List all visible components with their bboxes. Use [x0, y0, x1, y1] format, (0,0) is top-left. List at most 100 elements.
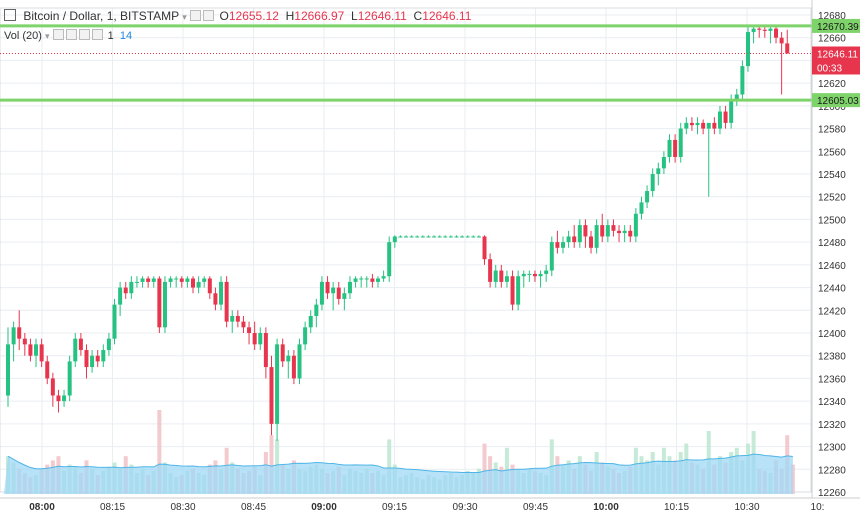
- candle-body: [516, 276, 521, 305]
- price-tick-label: 12260: [818, 488, 846, 499]
- time-tick-label: 09:00: [311, 502, 337, 513]
- upper-level-tag-bg: [812, 18, 860, 33]
- price-tags: 12670.39 12605.03 12646.11 00:33: [812, 18, 860, 108]
- candle-body: [628, 230, 633, 237]
- price-tick-label: 12280: [818, 465, 846, 476]
- candle-body: [639, 202, 644, 214]
- candle-body: [538, 273, 543, 277]
- candle-body: [398, 236, 403, 238]
- candle-body: [359, 278, 364, 280]
- low-value: 12646.11: [357, 9, 407, 23]
- close-value: 12646.11: [422, 9, 472, 23]
- candle-body: [34, 344, 39, 356]
- candle-body: [471, 236, 476, 238]
- countdown-tag-bg: [812, 60, 860, 75]
- settings-icon[interactable]: [203, 10, 215, 21]
- candle-body: [140, 278, 145, 282]
- symbol-label[interactable]: Bitcoin / Dollar, 1, BITSTAMP: [23, 9, 179, 23]
- candle-body: [404, 236, 409, 238]
- candle-body: [779, 37, 784, 44]
- candle-body: [364, 278, 369, 280]
- eye-icon[interactable]: [190, 10, 202, 21]
- price-tick-label: 12440: [818, 284, 846, 295]
- candles: [6, 26, 790, 441]
- candle-body: [286, 355, 291, 362]
- price-tick-label: 12600: [818, 102, 846, 113]
- candle-body: [572, 236, 577, 243]
- price-tick-label: 12460: [818, 261, 846, 272]
- candle-body: [661, 156, 666, 169]
- time-tick-label: 10:15: [664, 502, 689, 513]
- time-axis-bg: [0, 498, 860, 513]
- candle-body: [219, 281, 224, 305]
- candle-body: [11, 327, 16, 345]
- time-tick-label: 10:00: [593, 502, 619, 513]
- candle-body: [202, 278, 207, 282]
- candle-body: [162, 281, 167, 328]
- candle-body: [381, 276, 386, 279]
- close-icon[interactable]: [91, 29, 103, 40]
- settings-icon[interactable]: [65, 29, 77, 40]
- candle-body: [745, 32, 750, 67]
- candle-body: [230, 315, 235, 322]
- candle-body: [73, 338, 78, 362]
- time-axis[interactable]: 08:00 08:15 08:30 08:45 09:00 09:15 09:30 09:45…: [0, 497, 860, 513]
- collapse-icon[interactable]: [4, 9, 16, 21]
- candle-body: [50, 378, 55, 396]
- volume-ma-line: [7, 453, 793, 473]
- price-tick-label: 12520: [818, 193, 846, 204]
- candle-body: [174, 278, 179, 280]
- time-tick-label: 09:30: [452, 502, 477, 513]
- volume-ma-fill: [4, 454, 793, 494]
- lower-level-tag-bg: [812, 93, 860, 108]
- candle-body: [420, 236, 425, 238]
- candle-body: [712, 122, 717, 129]
- candle-body: [577, 225, 582, 243]
- candle-body: [521, 273, 526, 277]
- candle-body: [454, 236, 459, 238]
- candle-body: [263, 333, 268, 368]
- eye-icon[interactable]: [52, 29, 64, 40]
- candle-body: [729, 100, 734, 123]
- candle-body: [118, 287, 123, 305]
- candle-body: [129, 281, 134, 294]
- time-tick-label: 10:30: [734, 502, 759, 513]
- candle-body: [106, 338, 111, 351]
- candle-body: [224, 281, 229, 322]
- upper-level-tag: 12670.39: [817, 22, 859, 33]
- candle-body: [566, 236, 571, 243]
- volume-bar: [387, 439, 392, 494]
- add-icon[interactable]: [78, 29, 90, 40]
- candle-body: [555, 242, 560, 248]
- candle-body: [437, 236, 442, 238]
- candle-body: [678, 128, 683, 157]
- price-tick-label: 12620: [818, 79, 846, 90]
- candle-body: [617, 230, 622, 234]
- volume-legend: Vol (20) ▾ 1 14: [4, 29, 132, 42]
- chevron-down-icon[interactable]: ▾: [44, 31, 50, 41]
- candle-body: [723, 111, 728, 123]
- candle-body: [465, 236, 470, 238]
- candle-body: [589, 236, 594, 248]
- candle-body: [717, 111, 722, 129]
- candle-body: [656, 168, 661, 174]
- chevron-down-icon[interactable]: ▾: [182, 12, 187, 22]
- price-axis[interactable]: 12260 12280 12300 12320 12340 12360 12380 12400…: [811, 0, 860, 499]
- candle-body: [527, 273, 532, 275]
- low-key: L: [351, 9, 358, 23]
- candle-body: [443, 236, 448, 238]
- price-tick-label: 12360: [818, 374, 846, 385]
- current-price-tag: 12646.11: [817, 49, 858, 60]
- countdown-tag: 00:33: [817, 63, 842, 74]
- candle-body: [134, 281, 139, 283]
- candle-body: [123, 287, 128, 294]
- candle-body: [488, 259, 493, 282]
- candle-body: [774, 28, 779, 38]
- level-lines[interactable]: [0, 24, 812, 102]
- price-tick-label: 12300: [818, 443, 846, 454]
- candle-body: [667, 139, 672, 157]
- time-tick-label: 08:15: [100, 502, 125, 513]
- volume-bar: [482, 443, 487, 494]
- volume-label[interactable]: Vol (20): [4, 30, 42, 42]
